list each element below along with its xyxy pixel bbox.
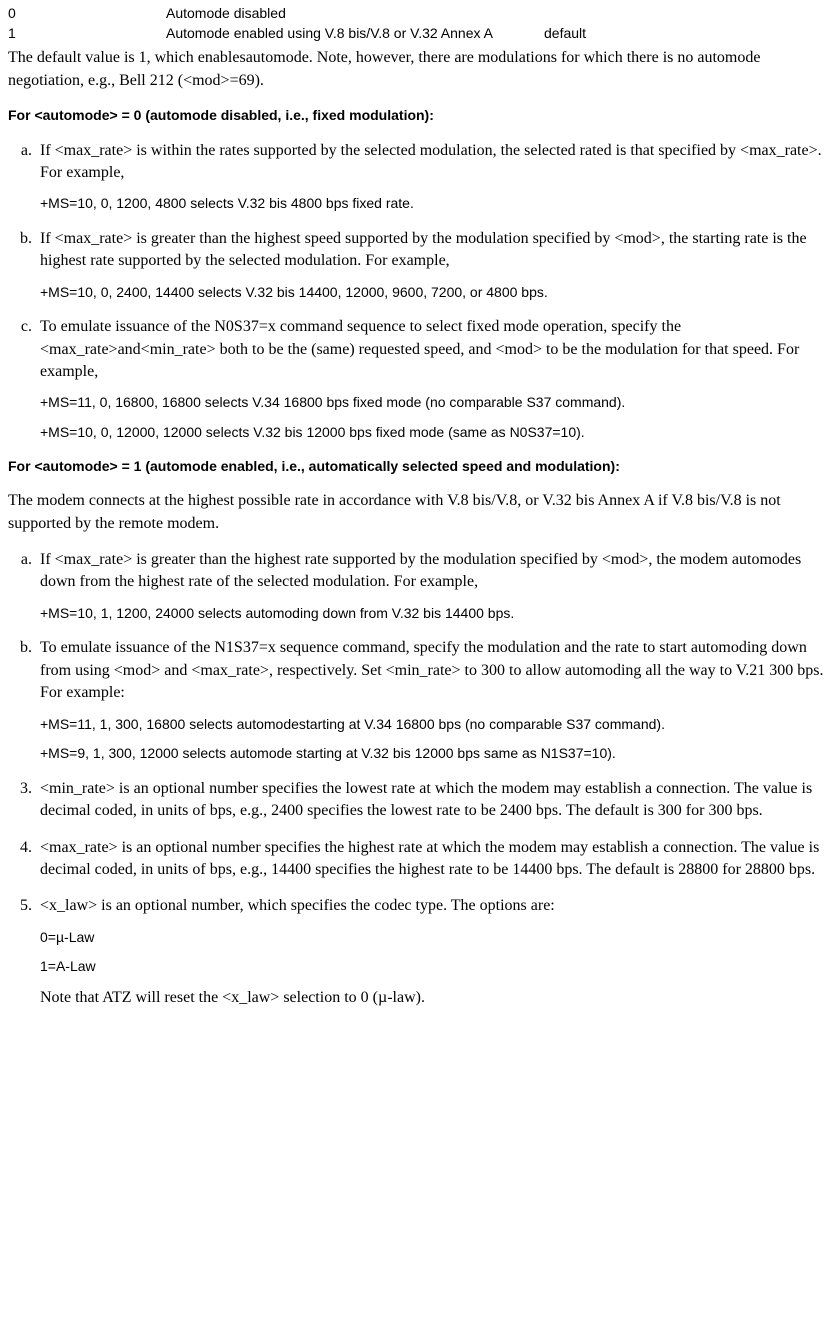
item-text: <min_rate> is an optional number specifi… xyxy=(40,780,812,819)
list-item: If <max_rate> is within the rates suppor… xyxy=(36,140,830,214)
intro-paragraph: The default value is 1, which enablesaut… xyxy=(8,47,830,92)
list-item: <min_rate> is an optional number specifi… xyxy=(36,778,830,823)
item-text: To emulate issuance of the N1S37=x seque… xyxy=(40,639,824,701)
code-line: +MS=10, 0, 1200, 4800 selects V.32 bis 4… xyxy=(40,194,830,214)
list-item: If <max_rate> is greater than the highes… xyxy=(36,549,830,623)
opt-desc: Automode enabled using V.8 bis/V.8 or V.… xyxy=(166,24,544,44)
list-item: <x_law> is an optional number, which spe… xyxy=(36,895,830,1009)
automode1-list: If <max_rate> is greater than the highes… xyxy=(8,549,830,764)
table-row: 1 Automode enabled using V.8 bis/V.8 or … xyxy=(8,24,642,44)
item-text: If <max_rate> is greater than the highes… xyxy=(40,230,807,269)
list-item: To emulate issuance of the N1S37=x seque… xyxy=(36,637,830,763)
opt-note: default xyxy=(544,24,642,44)
list-item: If <max_rate> is greater than the highes… xyxy=(36,228,830,302)
automode0-list: If <max_rate> is within the rates suppor… xyxy=(8,140,830,443)
item-text: <x_law> is an optional number, which spe… xyxy=(40,897,555,914)
heading-automode-1: For <automode> = 1 (automode enabled, i.… xyxy=(8,457,830,477)
list-item: To emulate issuance of the N0S37=x comma… xyxy=(36,316,830,442)
item-text: <max_rate> is an optional number specifi… xyxy=(40,839,819,878)
item-tail: Note that ATZ will reset the <x_law> sel… xyxy=(40,987,830,1009)
item-text: To emulate issuance of the N0S37=x comma… xyxy=(40,318,799,380)
code-line: +MS=10, 0, 2400, 14400 selects V.32 bis … xyxy=(40,283,830,303)
code-line: +MS=10, 1, 1200, 24000 selects automodin… xyxy=(40,604,830,624)
code-line: +MS=11, 0, 16800, 16800 selects V.34 168… xyxy=(40,393,830,413)
opt-value: 0 xyxy=(8,4,166,24)
code-line: 0=µ-Law xyxy=(40,928,830,948)
item-text: If <max_rate> is greater than the highes… xyxy=(40,551,801,590)
code-line: +MS=10, 0, 12000, 12000 selects V.32 bis… xyxy=(40,423,830,443)
code-line: +MS=9, 1, 300, 12000 selects automode st… xyxy=(40,744,830,764)
list-item: <max_rate> is an optional number specifi… xyxy=(36,837,830,882)
code-line: +MS=11, 1, 300, 16800 selects automodest… xyxy=(40,715,830,735)
table-row: 0 Automode disabled xyxy=(8,4,642,24)
code-line: 1=A-Law xyxy=(40,957,830,977)
automode1-paragraph: The modem connects at the highest possib… xyxy=(8,490,830,535)
numbered-list: <min_rate> is an optional number specifi… xyxy=(8,778,830,1010)
heading-automode-0: For <automode> = 0 (automode disabled, i… xyxy=(8,106,830,126)
opt-note xyxy=(544,4,642,24)
opt-value: 1 xyxy=(8,24,166,44)
item-text: If <max_rate> is within the rates suppor… xyxy=(40,142,822,181)
automode-options-table: 0 Automode disabled 1 Automode enabled u… xyxy=(8,4,642,43)
opt-desc: Automode disabled xyxy=(166,4,544,24)
